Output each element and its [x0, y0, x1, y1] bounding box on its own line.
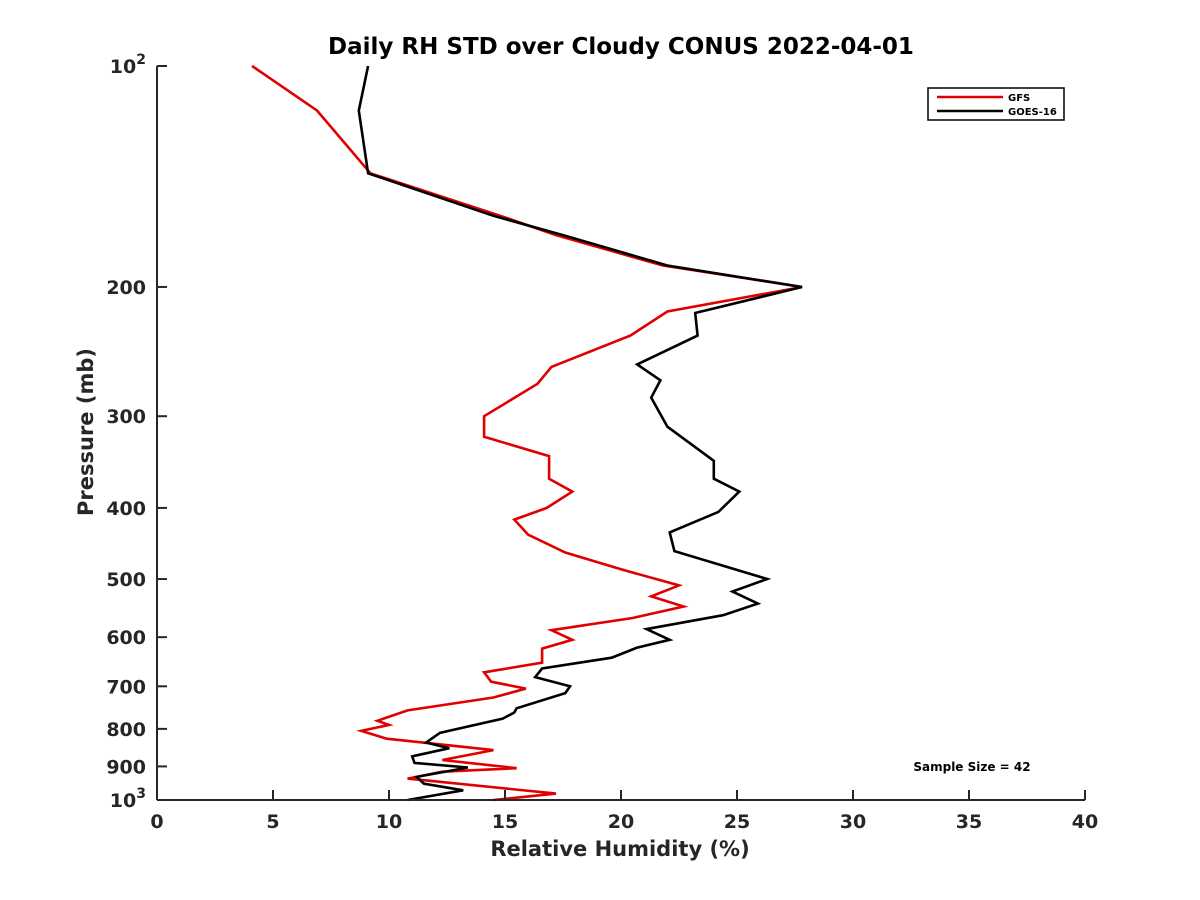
x-tick-label: 40 — [1072, 811, 1098, 833]
x-tick-label: 25 — [724, 811, 750, 833]
legend-box — [927, 87, 1065, 121]
y-tick-label: 700 — [106, 676, 146, 698]
y-tick-label: 200 — [106, 277, 146, 299]
series-line-goes-16 — [357, 65, 803, 802]
y-tick-label: 500 — [106, 569, 146, 591]
chart-title: Daily RH STD over Cloudy CONUS 2022-04-0… — [328, 34, 914, 60]
y-tick-label: 400 — [106, 498, 146, 520]
x-tick-label: 30 — [840, 811, 866, 833]
y-tick-label: 900 — [106, 756, 146, 778]
y-tick-label: 600 — [106, 627, 146, 649]
sample-size-annotation: Sample Size = 42 — [913, 760, 1030, 774]
y-tick-label: 103 — [110, 786, 146, 812]
x-tick-label: 0 — [150, 811, 163, 833]
y-tick-label: 102 — [110, 52, 146, 78]
y-tick-label: 800 — [106, 719, 146, 741]
series-line-gfs — [251, 64, 803, 802]
legend-label-gfs: GFS — [1008, 93, 1030, 104]
x-tick-label: 10 — [376, 811, 402, 833]
x-axis-label: Relative Humidity (%) — [490, 837, 749, 861]
x-tick-label: 15 — [492, 811, 518, 833]
legend-label-goes16: GOES-16 — [1008, 107, 1057, 118]
x-tick-label: 35 — [956, 811, 982, 833]
x-tick-label: 20 — [608, 811, 634, 833]
x-tick-label: 5 — [266, 811, 279, 833]
axes-layer: 0 5 10 15 20 25 30 35 40 102 200 300 400 500 600 700 800… — [106, 52, 1098, 833]
y-tick-label: 300 — [106, 406, 146, 428]
y-axis-label: Pressure (mb) — [74, 348, 98, 516]
legend: GFS GOES-16 — [927, 87, 1065, 121]
series-layer — [251, 64, 803, 802]
